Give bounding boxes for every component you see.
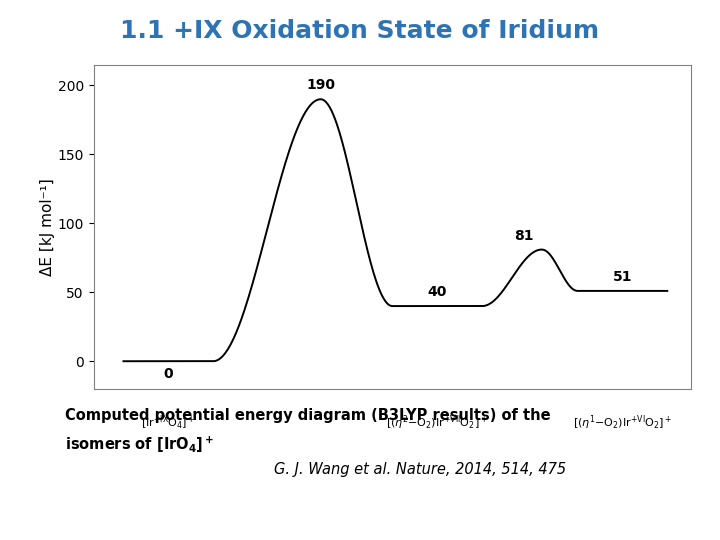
Text: 1.1 +IX Oxidation State of Iridium: 1.1 +IX Oxidation State of Iridium	[120, 19, 600, 43]
Text: 51: 51	[613, 270, 632, 284]
Text: Computed potential energy diagram (B3LYP results) of the: Computed potential energy diagram (B3LYP…	[65, 408, 550, 423]
Text: 81: 81	[514, 228, 534, 242]
Text: $[(\eta^2\mathsf{-O_2})\mathsf{Ir^{+VII}O_2}]^+$: $[(\eta^2\mathsf{-O_2})\mathsf{Ir^{+VII}…	[387, 414, 488, 432]
Text: $[\mathsf{Ir^{+IX}O_4}]^+$: $[\mathsf{Ir^{+IX}O_4}]^+$	[141, 414, 196, 432]
Text: G. J. Wang et al. Nature, 2014, 514, 475: G. J. Wang et al. Nature, 2014, 514, 475	[274, 462, 566, 477]
Text: 40: 40	[428, 285, 447, 299]
Text: $[(\eta^1\mathsf{-O_2})\mathsf{Ir^{+VI}O_2}]^+$: $[(\eta^1\mathsf{-O_2})\mathsf{Ir^{+VI}O…	[573, 414, 672, 432]
Text: isomers of $\mathbf{[IrO_4]^+}$: isomers of $\mathbf{[IrO_4]^+}$	[65, 435, 214, 455]
Text: 0: 0	[163, 367, 173, 381]
Text: 190: 190	[306, 78, 336, 92]
Y-axis label: ΔE [kJ mol⁻¹]: ΔE [kJ mol⁻¹]	[40, 178, 55, 276]
